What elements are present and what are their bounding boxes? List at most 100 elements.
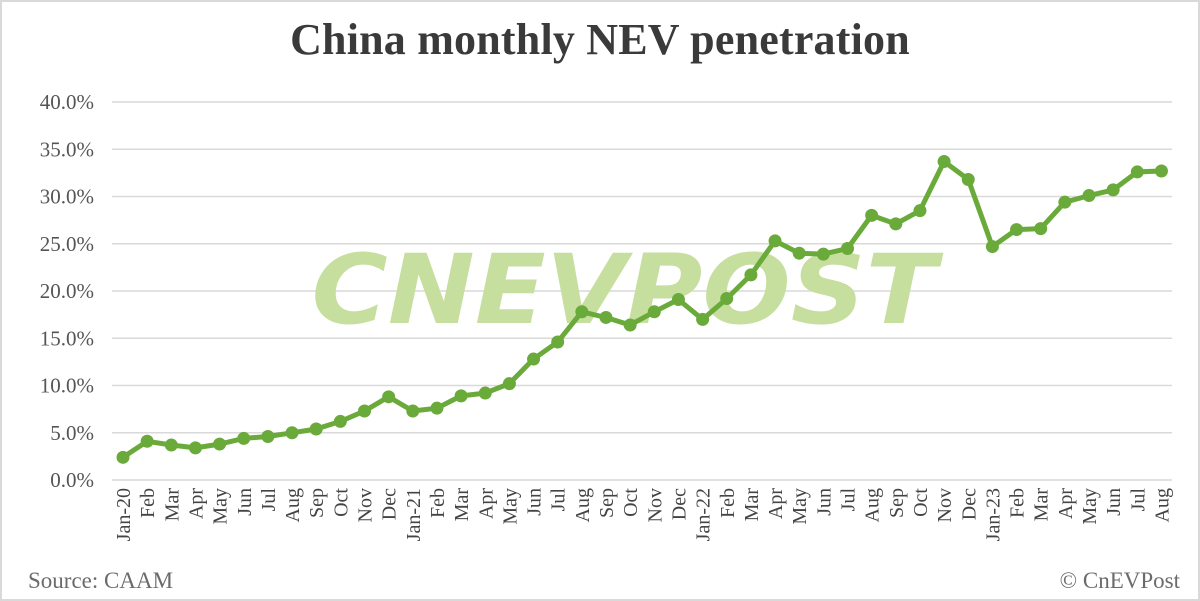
data-point-marker [551, 335, 565, 349]
x-tick-label: Aug [862, 488, 884, 522]
data-point-marker [382, 390, 396, 404]
data-point-marker [454, 389, 468, 403]
x-tick-label: Dec [958, 488, 980, 520]
x-tick-label: Jul [1127, 488, 1149, 512]
x-tick-label: Mar [161, 488, 183, 522]
data-point-marker [671, 293, 685, 307]
x-tick-label: Jun [524, 488, 546, 516]
data-point-marker [720, 292, 734, 306]
data-point-marker [406, 404, 420, 418]
x-tick-label: May [789, 488, 811, 525]
x-tick-label: Jul [838, 488, 860, 512]
x-tick-label: Sep [596, 488, 618, 518]
data-point-marker [1010, 223, 1024, 237]
x-tick-label: May [210, 488, 232, 525]
data-point-marker [647, 305, 661, 319]
data-point-marker [237, 431, 251, 445]
x-tick-label: Jun [234, 488, 256, 516]
x-tick-label: Jan-23 [982, 488, 1004, 541]
y-axis-ticks: 0.0% 5.0% 10.0% 15.0% 20.0% 25.0% 30.0% 35.0% 40… [40, 90, 94, 492]
x-tick-label: Oct [910, 488, 932, 517]
data-point-marker [309, 422, 323, 436]
data-point-marker [140, 434, 154, 448]
x-axis-ticks: Jan-20 Feb Mar Apr May Jun Jul Aug Sep Oct Nov Dec J… [113, 488, 1173, 542]
data-point-marker [575, 305, 589, 319]
y-tick-label: 25.0% [40, 232, 94, 256]
data-point-marker [961, 172, 975, 186]
y-tick-label: 35.0% [40, 137, 94, 161]
x-tick-label: Oct [330, 488, 352, 517]
data-point-marker [1154, 164, 1168, 178]
x-tick-label: Apr [1055, 488, 1077, 519]
x-tick-label: Feb [717, 488, 739, 518]
x-tick-label: Jan-21 [403, 488, 425, 541]
data-point-marker [1058, 195, 1072, 209]
data-point-marker [1106, 183, 1120, 197]
data-point-marker [1130, 165, 1144, 179]
data-point-marker [285, 426, 299, 440]
data-point-marker [865, 208, 879, 222]
data-point-marker [261, 430, 275, 444]
x-tick-label: Aug [282, 488, 304, 522]
x-tick-label: Mar [741, 488, 763, 522]
y-tick-label: 30.0% [40, 185, 94, 209]
y-tick-label: 5.0% [50, 421, 94, 445]
x-tick-label: Nov [934, 488, 956, 522]
data-point-marker [116, 450, 130, 464]
data-point-marker [164, 438, 178, 452]
y-tick-label: 10.0% [40, 374, 94, 398]
gridlines [112, 101, 1172, 481]
y-tick-label: 0.0% [50, 468, 94, 492]
x-tick-label: Jan-22 [693, 488, 715, 541]
x-tick-label: Jun [813, 488, 835, 516]
x-tick-label: Apr [765, 488, 787, 519]
y-tick-label: 40.0% [40, 90, 94, 114]
data-point-marker [768, 234, 782, 248]
data-point-marker [913, 204, 927, 218]
x-tick-label: Nov [644, 488, 666, 522]
data-point-marker [333, 414, 347, 428]
data-point-marker [696, 312, 710, 326]
data-point-marker [985, 240, 999, 254]
data-point-marker [358, 404, 371, 418]
x-tick-label: Dec [379, 488, 401, 520]
data-point-marker [502, 377, 516, 391]
x-tick-label: Feb [427, 488, 449, 518]
x-tick-label: Aug [1151, 488, 1173, 522]
x-tick-label: Jun [1103, 488, 1125, 516]
x-tick-label: Mar [1031, 488, 1053, 522]
data-point-marker [744, 268, 758, 282]
data-point-marker [937, 155, 951, 169]
x-tick-label: Aug [572, 488, 594, 522]
x-tick-label: Jul [258, 488, 280, 512]
data-point-marker [430, 401, 444, 415]
x-tick-label: Feb [137, 488, 159, 518]
data-point-marker [792, 246, 806, 260]
data-point-marker [1082, 189, 1096, 203]
y-tick-label: 15.0% [40, 326, 94, 350]
x-tick-label: Dec [668, 488, 690, 520]
data-point-marker [599, 310, 613, 324]
y-tick-label: 20.0% [40, 279, 94, 303]
data-point-marker [478, 386, 492, 400]
copyright-note: © CnEVPost [1059, 568, 1180, 593]
x-tick-label: Sep [886, 488, 908, 518]
data-point-marker [889, 217, 903, 231]
x-tick-label: Feb [1007, 488, 1029, 518]
data-series [116, 155, 1168, 464]
data-point-marker [1034, 222, 1048, 236]
x-tick-label: Sep [306, 488, 328, 518]
data-point-marker [841, 241, 854, 255]
x-tick-label: May [499, 488, 521, 525]
data-point-marker [623, 318, 637, 332]
x-tick-label: May [1079, 488, 1101, 525]
data-point-marker [188, 441, 202, 455]
x-tick-label: Mar [451, 488, 473, 522]
x-tick-label: Oct [620, 488, 642, 517]
x-tick-label: Jul [548, 488, 570, 512]
x-tick-label: Jan-20 [113, 488, 135, 541]
source-note: Source: CAAM [28, 568, 174, 593]
data-point-marker [527, 352, 541, 366]
